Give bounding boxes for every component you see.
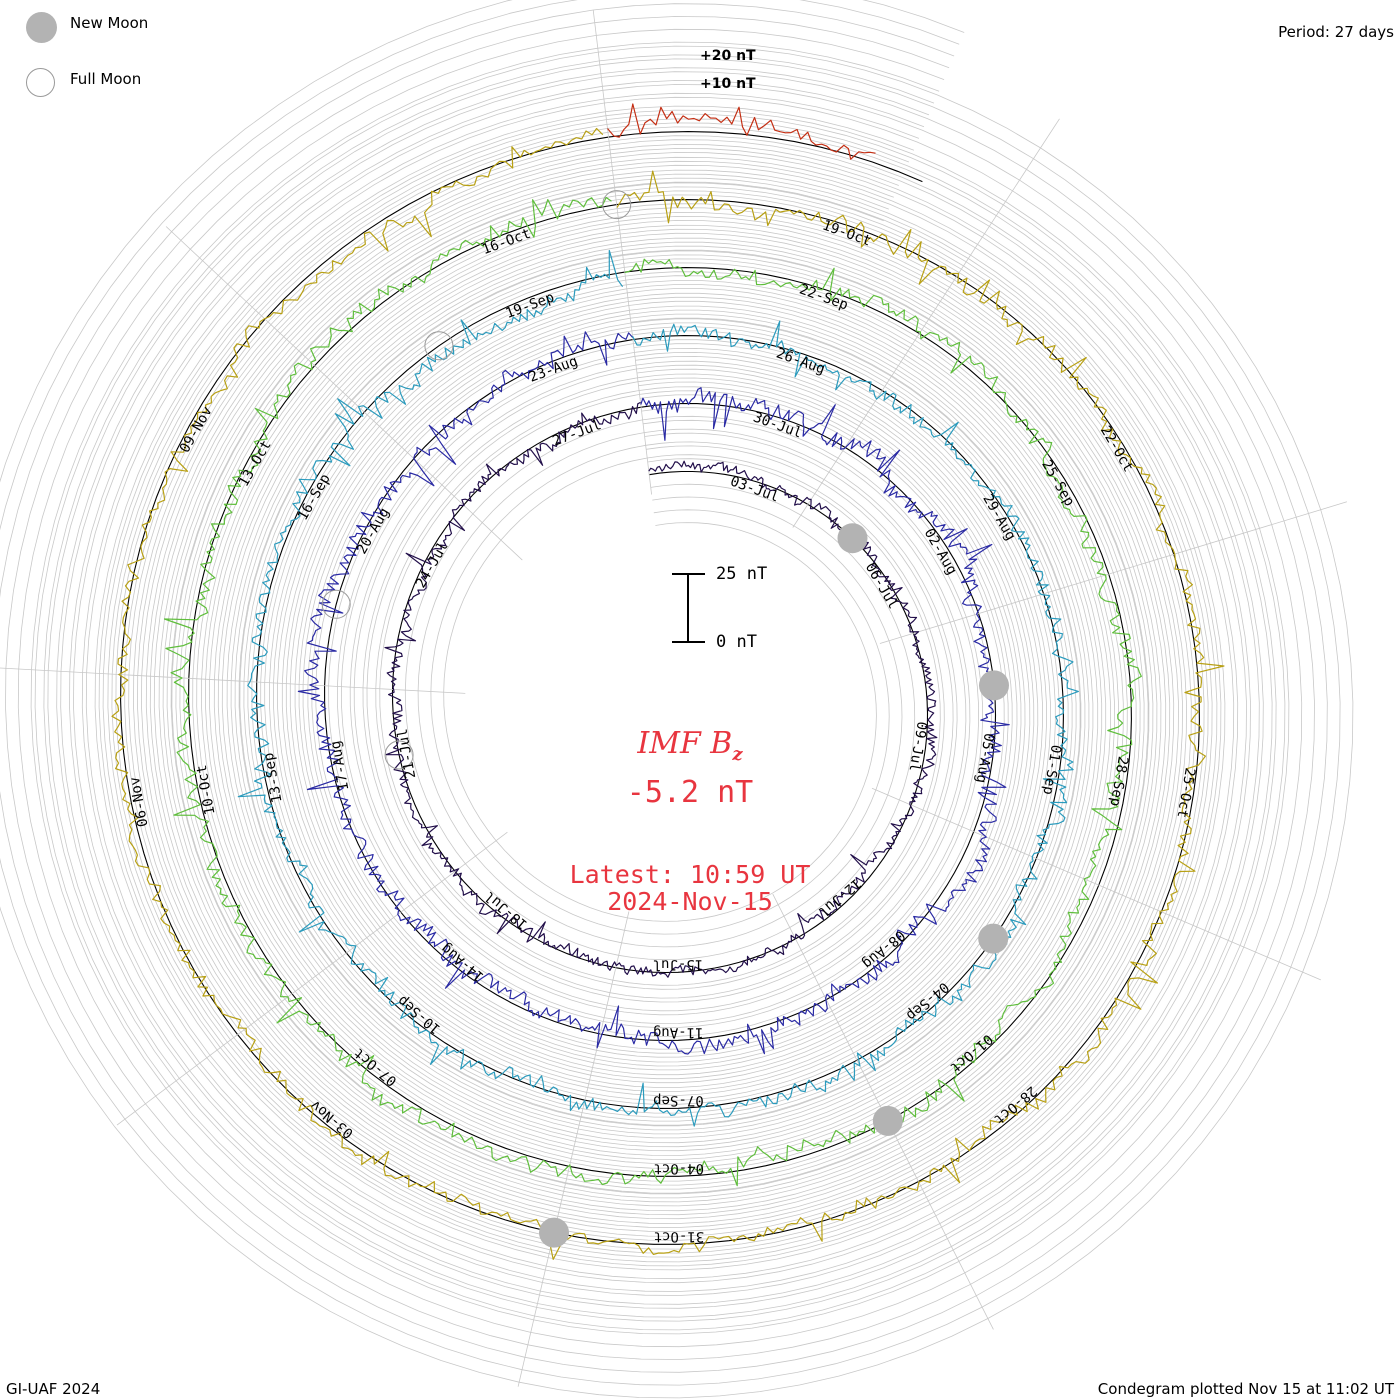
series-line-4	[163, 196, 1142, 1187]
grid-spoke	[116, 831, 508, 1126]
chart-title-main: IMF B	[637, 726, 733, 761]
date-label: 31-Oct	[654, 1228, 705, 1244]
date-label: 15-Jul	[653, 956, 704, 972]
full-moon-marker	[321, 589, 351, 619]
grid-spiral	[30, 41, 1290, 1335]
grid-spiral	[56, 67, 1264, 1309]
grid-spiral	[145, 156, 1175, 1220]
grid-spiral	[5, 16, 1315, 1360]
new-moon-marker	[872, 1105, 903, 1136]
full-moon-marker	[424, 331, 454, 361]
date-label: 11-Aug	[653, 1024, 704, 1040]
new-moon-marker	[539, 1217, 569, 1248]
footer-plot-time: Condegram plotted Nov 15 at 11:02 UT	[1097, 1380, 1394, 1398]
chart-title: IMF Bz	[0, 726, 1380, 765]
grid-spiral	[81, 92, 1239, 1284]
date-label: 02-Aug	[921, 526, 960, 578]
scale-top-label: 25 nT	[716, 564, 768, 584]
series-layer	[111, 103, 1225, 1260]
date-label: 19-Sep	[504, 290, 557, 322]
full-moon-marker	[602, 190, 632, 220]
ring-label-plus20: +20 nT	[700, 48, 756, 64]
new-moon-icon	[26, 12, 57, 43]
grid-spiral	[107, 118, 1213, 1258]
new-moon-marker	[978, 923, 1009, 954]
grid-spoke	[871, 787, 1321, 981]
grid-spiral	[158, 169, 1162, 1207]
ring-label-plus10: +10 nT	[700, 76, 756, 92]
date-label: 28-Oct	[991, 1083, 1040, 1128]
date-label: 16-Oct	[480, 226, 533, 258]
scale-bar	[672, 573, 705, 643]
footer-credit: GI-UAF 2024	[6, 1380, 101, 1398]
date-label: 06-Jul	[862, 560, 901, 612]
grid-spoke	[879, 501, 1348, 644]
grid-spoke	[592, 9, 652, 495]
date-label: 04-Oct	[653, 1160, 704, 1176]
latest-time: Latest: 10:59 UT	[569, 860, 811, 889]
grid-spiral	[0, 3, 1328, 1373]
grid-spoke	[792, 118, 1060, 528]
period-label: Period: 27 days	[1278, 23, 1394, 41]
new-moon-marker	[979, 670, 1009, 701]
grid-layer	[0, 0, 1354, 1399]
date-label: 03-Jul	[728, 473, 781, 505]
date-label: 07-Sep	[653, 1092, 704, 1108]
grid-spiral	[0, 0, 1354, 1399]
chart-title-sub: z	[732, 744, 743, 765]
grid-spiral	[69, 80, 1251, 1296]
new-moon-marker	[837, 523, 868, 554]
full-moon-icon	[26, 68, 55, 97]
grid-spoke	[165, 226, 523, 561]
series-line-5	[111, 127, 1225, 1260]
grid-spoke	[517, 911, 630, 1387]
series-line-2	[297, 331, 1010, 1055]
grid-spiral	[171, 182, 1149, 1194]
grid-spiral	[43, 54, 1277, 1322]
grid-spiral	[133, 144, 1187, 1232]
grid-spiral	[17, 28, 1303, 1348]
current-value: -5.2 nT	[626, 775, 754, 810]
series-line-3	[237, 249, 1079, 1127]
series-line-1	[384, 401, 938, 978]
series-line-6	[607, 103, 876, 160]
new-moon-label: New Moon	[70, 14, 149, 32]
grid-spoke	[0, 667, 466, 694]
moon-layer	[321, 190, 1009, 1248]
date-label: 23-Aug	[527, 353, 580, 385]
latest-date: 2024-Nov-15	[607, 887, 773, 916]
grid-spiral	[0, 0, 1341, 1386]
full-moon-marker	[384, 740, 414, 770]
scale-bottom-label: 0 nT	[716, 632, 757, 652]
grid-spiral	[94, 105, 1226, 1271]
date-label: 01-Oct	[947, 1031, 996, 1076]
full-moon-label: Full Moon	[70, 70, 142, 88]
